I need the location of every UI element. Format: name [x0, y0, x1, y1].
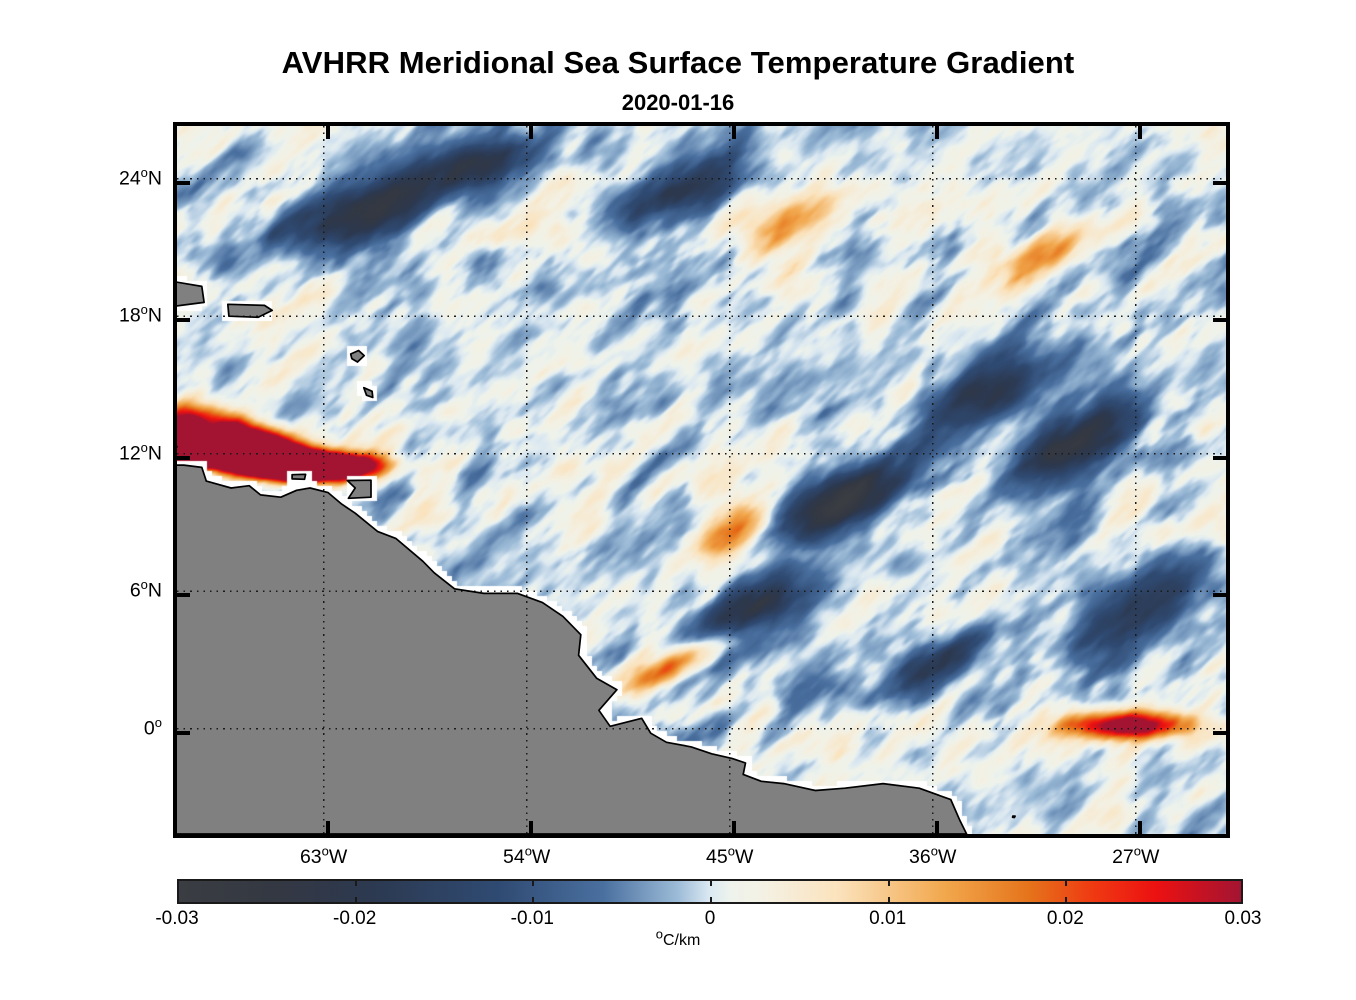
y-tick-label: 0o	[143, 714, 162, 740]
colorbar-tick	[532, 879, 535, 886]
y-tick-mark	[177, 455, 190, 460]
x-tick-mark	[934, 126, 939, 139]
colorbar-tick	[532, 897, 535, 904]
x-tick-mark	[1137, 821, 1142, 834]
colorbar-tick	[1065, 879, 1068, 886]
y-tick-mark	[1213, 455, 1226, 460]
colorbar-tick	[710, 879, 712, 886]
colorbar-tick-label: -0.02	[333, 908, 377, 929]
y-tick-label: 24oN	[118, 164, 162, 190]
x-tick-mark	[731, 126, 736, 139]
x-tick-mark	[1137, 126, 1142, 139]
colorbar-tick-label: 0.01	[869, 908, 907, 929]
x-tick-mark	[528, 821, 533, 834]
x-tick-label: 63oW	[299, 843, 348, 869]
y-tick-mark	[1213, 730, 1226, 735]
x-tick-mark	[325, 126, 330, 139]
y-tick-mark	[177, 730, 190, 735]
x-tick-label: 54oW	[502, 843, 551, 869]
x-tick-label: 27oW	[1112, 843, 1160, 869]
colorbar-tick	[354, 897, 357, 904]
colorbar-tick-label: 0.02	[1046, 908, 1084, 929]
x-tick-mark	[934, 821, 939, 834]
colorbar-tick	[1065, 897, 1068, 904]
y-tick-mark	[1213, 180, 1226, 185]
page-title: AVHRR Meridional Sea Surface Temperature…	[281, 45, 1075, 80]
y-tick-label: 12oN	[118, 439, 162, 465]
colorbar-tick-label: -0.01	[510, 908, 554, 929]
colorbar-tick-marks	[177, 879, 1243, 904]
colorbar-tick	[887, 897, 890, 904]
colorbar-tick	[887, 879, 890, 886]
y-tick-label: 18oN	[118, 302, 162, 327]
y-tick-mark	[177, 318, 190, 323]
colorbar-unit-label: oC/km	[655, 926, 701, 949]
map-axes[interactable]	[173, 122, 1230, 838]
x-tick-mark	[528, 126, 533, 139]
colorbar-tick-label: 0	[704, 908, 716, 929]
colorbar-tick-label: 0.03	[1224, 908, 1262, 929]
colorbar-tick	[354, 879, 357, 886]
colorbar-tick-label: -0.03	[155, 908, 199, 929]
x-tick-label: 45oW	[706, 843, 754, 869]
map-plot-area	[177, 126, 1226, 834]
y-tick-label: 6oN	[129, 577, 162, 602]
y-tick-mark	[1213, 593, 1226, 598]
x-tick-mark	[731, 821, 736, 834]
x-tick-label: 36oW	[909, 843, 957, 869]
y-tick-mark	[177, 593, 190, 598]
colorbar-tick	[710, 897, 712, 904]
page-subtitle: 2020-01-16	[621, 90, 735, 115]
y-tick-mark	[177, 180, 190, 185]
y-tick-mark	[1213, 318, 1226, 323]
coastline-and-grid-overlay	[177, 126, 1226, 834]
x-tick-mark	[325, 821, 330, 834]
